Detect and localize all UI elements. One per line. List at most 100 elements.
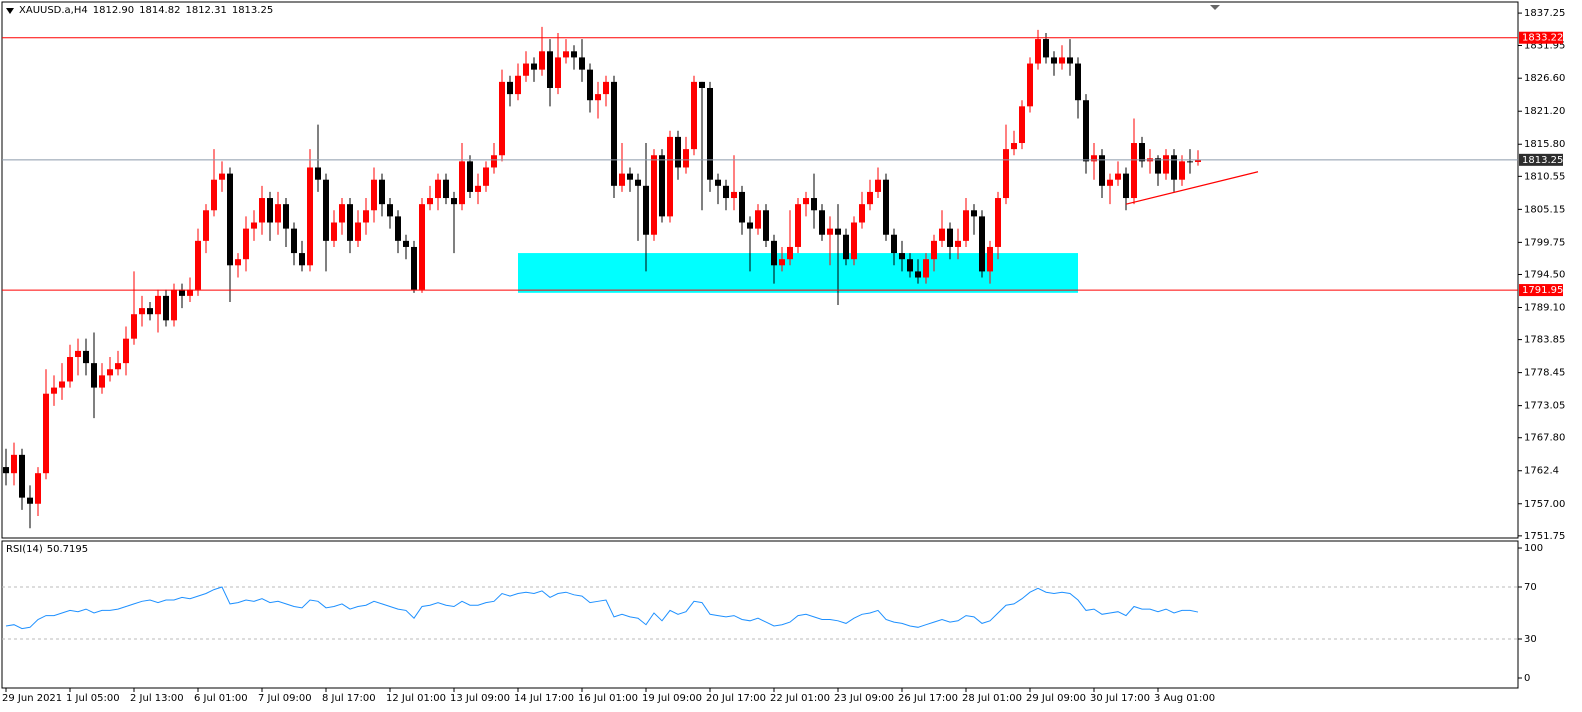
candle-body [1179, 161, 1185, 180]
candle-body [1187, 161, 1193, 163]
header-arrow [6, 7, 14, 14]
candle-body [835, 228, 841, 235]
candle-body [267, 198, 273, 223]
candle-body [531, 63, 537, 70]
candle-body [739, 191, 745, 223]
candle-body [571, 51, 577, 58]
y-tick-label: 1799.75 [1524, 237, 1565, 248]
y-tick-label: 1783.85 [1524, 335, 1565, 346]
candle-body [291, 228, 297, 254]
candle-body [1171, 155, 1177, 180]
candle-body [771, 240, 777, 266]
candle-body [203, 210, 209, 241]
candle-body [227, 173, 233, 266]
candle-body [59, 381, 65, 388]
candle-body [1155, 158, 1161, 174]
candle-body [851, 222, 857, 260]
y-tick-label: 70 [1524, 582, 1537, 593]
y-tick-label: 1837.25 [1524, 8, 1565, 19]
candle-body [411, 246, 417, 290]
candle-body [1059, 57, 1065, 64]
y-tick-label: 1805.15 [1524, 204, 1565, 215]
candle-body [187, 289, 193, 296]
y-tick-label: 1773.05 [1524, 401, 1565, 412]
candle-body [1075, 63, 1081, 101]
candle-body [387, 204, 393, 217]
candle-body [627, 173, 633, 180]
candle-body [963, 210, 969, 241]
rsi-value: 50.7195 [46, 544, 89, 555]
y-tick-label: 100 [1524, 543, 1543, 554]
level-label: 1833.22 [1522, 33, 1563, 44]
candle-body [643, 185, 649, 235]
candle-body [371, 179, 377, 211]
candle-body [987, 246, 993, 272]
candle-body [299, 253, 305, 266]
candle-body [83, 350, 89, 364]
x-tick-label: 3 Aug 01:00 [1154, 693, 1215, 704]
candle-body [723, 185, 729, 199]
candle-body [91, 363, 97, 388]
x-tick-label: 29 Jul 09:00 [1026, 693, 1086, 704]
candle-body [259, 198, 265, 223]
candle-body [947, 228, 953, 247]
candle-body [659, 155, 665, 217]
candle-body [731, 191, 737, 199]
candle-body [579, 57, 585, 70]
chart-header: XAUUSD.a,H4 1812.90 1814.82 1812.31 1813… [6, 5, 273, 16]
rsi-pane [1, 540, 1519, 689]
shift-marker[interactable] [1210, 5, 1220, 10]
candle-body [3, 467, 9, 474]
candle-body [827, 228, 833, 235]
level-box [1519, 31, 1563, 44]
candle-body [1011, 143, 1017, 150]
ohlc-low: 1812.31 [185, 5, 227, 16]
candle-body [147, 308, 153, 315]
y-tick-label: 1826.60 [1524, 73, 1565, 84]
support-zone [518, 253, 1078, 293]
candle-body [1051, 57, 1057, 64]
x-tick-label: 20 Jul 17:00 [706, 693, 766, 704]
x-tick-label: 14 Jul 17:00 [514, 693, 574, 704]
last-price-label: 1813.25 [1522, 155, 1563, 166]
candle-body [995, 198, 1001, 247]
candle-body [907, 259, 913, 272]
candle-body [883, 179, 889, 235]
candle-body [1035, 39, 1041, 64]
candle-body [915, 271, 921, 278]
symbol: XAUUSD.a,H4 [19, 5, 88, 16]
candle-body [875, 179, 881, 192]
candle-body [251, 222, 257, 229]
candle-body [635, 179, 641, 186]
candle-body [347, 204, 353, 241]
ohlc-open: 1812.90 [92, 5, 135, 16]
candle-body [763, 210, 769, 241]
candle-body [923, 259, 929, 278]
candle-body [563, 51, 569, 58]
candle-body [587, 69, 593, 101]
candle-body [131, 314, 137, 339]
candle-body [691, 81, 697, 150]
rsi-header: RSI(14) 50.7195 [6, 544, 88, 555]
candle-body [11, 454, 17, 474]
rsi-line [5, 586, 1199, 630]
candle-body [75, 350, 81, 358]
x-tick-label: 29 Jun 2021 [2, 693, 62, 704]
candle-body [307, 167, 313, 266]
candle-body [395, 216, 401, 241]
candle-body [803, 198, 809, 205]
candle-body [1003, 149, 1009, 199]
candle-body [403, 240, 409, 247]
y-tick-label: 1762.4 [1524, 466, 1559, 477]
y-tick-label: 1810.55 [1524, 171, 1565, 182]
candle-body [1091, 155, 1097, 162]
candle-body [19, 454, 25, 498]
candle-body [603, 81, 609, 95]
candle-body [1115, 173, 1121, 180]
candle-body [787, 246, 793, 260]
candle-body [459, 161, 465, 205]
candle-body [651, 155, 657, 235]
candle-body [859, 204, 865, 223]
candle-body [747, 222, 753, 229]
